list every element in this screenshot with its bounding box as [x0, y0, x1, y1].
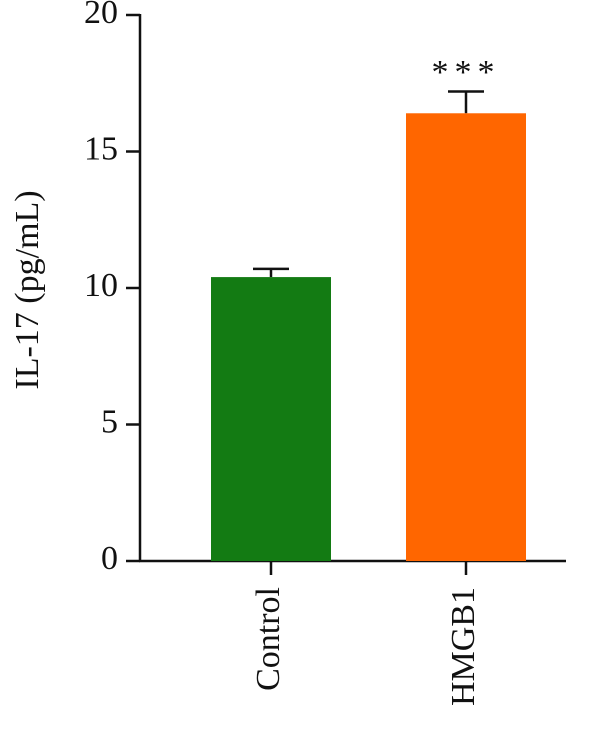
significance-label: ***: [432, 54, 501, 91]
x-tick-label: HMGB1: [445, 587, 482, 706]
y-axis-label: IL-17 (pg/mL): [9, 190, 46, 389]
bar: [211, 277, 331, 561]
y-tick-label: 5: [101, 403, 118, 440]
y-tick-label: 20: [84, 0, 118, 31]
bar: [406, 113, 526, 561]
y-tick-label: 15: [84, 130, 118, 167]
y-tick-label: 10: [84, 267, 118, 304]
x-tick-label: Control: [250, 587, 287, 691]
y-tick-label: 0: [101, 540, 118, 577]
